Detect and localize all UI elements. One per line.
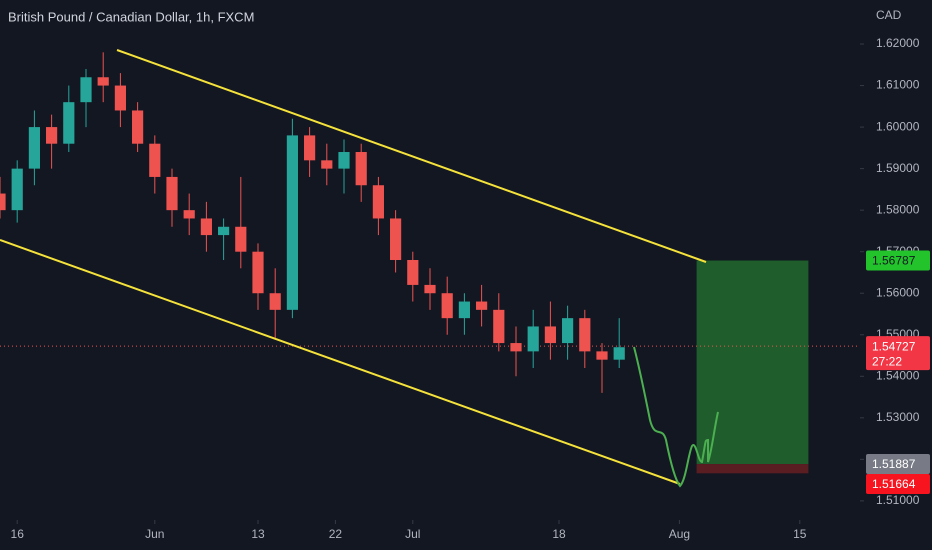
candle-body — [596, 351, 608, 360]
candle-body — [355, 152, 367, 186]
x-tick-label: 22 — [329, 527, 343, 541]
y-tick-label: 1.60000 — [876, 119, 920, 133]
x-tick-label: Jun — [145, 527, 164, 541]
candle-body — [28, 127, 40, 169]
candle-body — [218, 226, 230, 236]
candle-body — [286, 135, 298, 310]
candle-body — [458, 301, 470, 319]
candle-body — [493, 309, 505, 344]
candle-body — [235, 226, 247, 252]
price-box-label: 1.56787 — [872, 254, 916, 268]
x-tick-label: Jul — [405, 527, 420, 541]
stop-zone — [696, 464, 809, 474]
candle-body — [0, 193, 6, 211]
price-box — [866, 474, 930, 495]
x-tick-label: 15 — [793, 527, 807, 541]
candle-body — [252, 251, 264, 294]
candle-body — [510, 343, 522, 352]
candle-body — [407, 260, 419, 285]
last-price-box — [866, 336, 930, 371]
y-tick-label: 1.53000 — [876, 410, 920, 424]
y-tick-label: 1.56000 — [876, 285, 920, 299]
plot-area — [0, 52, 860, 474]
y-tick-label: 1.54000 — [876, 368, 920, 382]
candle-body — [200, 218, 212, 236]
candle-body — [372, 185, 384, 219]
y-tick-label: 1.61000 — [876, 78, 920, 92]
countdown-label: 27:22 — [872, 354, 902, 368]
price-box-label: 1.51887 — [872, 457, 916, 471]
candle-body — [11, 168, 23, 211]
candle-body — [166, 176, 178, 211]
candle-body — [390, 218, 402, 260]
y-tick-label: 1.51000 — [876, 493, 920, 507]
upper-channel-line — [116, 49, 707, 263]
last-price-label: 1.54727 — [872, 339, 916, 353]
candle-body — [527, 326, 539, 352]
lower-channel-line — [0, 239, 681, 485]
candle-body — [183, 210, 195, 219]
candle-body — [579, 318, 591, 352]
x-tick-label: Aug — [669, 527, 690, 541]
price-box-label: 1.51664 — [872, 477, 916, 491]
x-tick-label: 16 — [11, 527, 25, 541]
candle-body — [63, 102, 75, 144]
candle-body — [304, 135, 316, 161]
candle-body — [269, 293, 281, 310]
y-tick-label: 1.59000 — [876, 161, 920, 175]
y-tick-label: 1.58000 — [876, 202, 920, 216]
currency-label: CAD — [876, 8, 902, 22]
candle-body — [424, 284, 436, 294]
candle-body — [544, 326, 556, 344]
projection-path — [633, 346, 719, 488]
price-box — [866, 250, 930, 271]
candle-body — [80, 77, 92, 103]
candle-body — [441, 293, 453, 319]
candle-body — [114, 85, 126, 111]
y-tick-label: 1.62000 — [876, 36, 920, 50]
chart-title: British Pound / Canadian Dollar, 1h, FXC… — [8, 9, 254, 24]
candle-body — [46, 127, 58, 144]
candle-body — [97, 77, 109, 86]
candle-body — [149, 143, 161, 177]
x-tick-label: 13 — [251, 527, 265, 541]
candle-body — [476, 301, 488, 310]
x-tick-label: 18 — [552, 527, 566, 541]
candle-body — [132, 110, 144, 144]
candle-body — [613, 347, 625, 360]
price-box — [866, 454, 930, 475]
candle-body — [338, 152, 350, 169]
candle-body — [562, 318, 574, 344]
candle-body — [321, 160, 333, 169]
